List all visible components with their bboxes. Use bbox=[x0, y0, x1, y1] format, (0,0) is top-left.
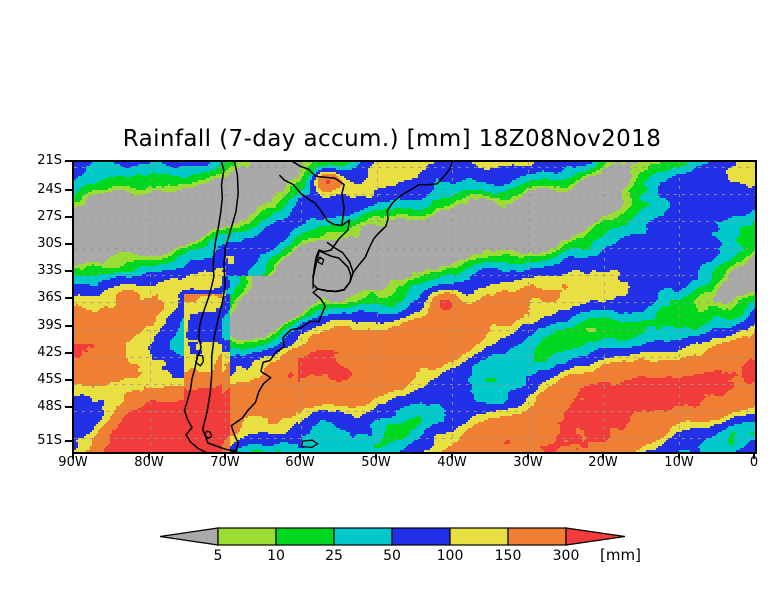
x-axis-label-60w: 60W bbox=[285, 455, 315, 470]
colorbar-band-10-25 bbox=[275, 527, 335, 546]
y-axis-label-24s: 24S bbox=[37, 182, 62, 197]
colorbar-band-25-50 bbox=[333, 527, 393, 546]
colorbar-band-over300 bbox=[565, 527, 625, 546]
y-tick-48s bbox=[65, 406, 72, 408]
x-axis-label-0: 0 bbox=[749, 455, 759, 470]
y-axis-label-30s: 30S bbox=[37, 236, 62, 251]
y-axis-label-42s: 42S bbox=[37, 345, 62, 360]
colorbar-band-5-10 bbox=[217, 527, 277, 546]
y-axis-label-36s: 36S bbox=[37, 290, 62, 305]
colorbar-band-150-300 bbox=[507, 527, 567, 546]
x-axis-label-70w: 70W bbox=[210, 455, 240, 470]
x-axis-label-30w: 30W bbox=[513, 455, 543, 470]
x-axis-label-80w: 80W bbox=[134, 455, 164, 470]
rainfall-heatmap-canvas bbox=[74, 162, 755, 452]
x-tick-50w bbox=[375, 452, 377, 459]
colorbar-tick-150: 150 bbox=[494, 548, 522, 564]
colorbar-tick-10: 10 bbox=[267, 548, 285, 564]
x-axis-label-40w: 40W bbox=[437, 455, 467, 470]
colorbar bbox=[160, 527, 625, 546]
y-tick-21s bbox=[65, 160, 72, 162]
x-tick-60w bbox=[299, 452, 301, 459]
y-axis-label-33s: 33S bbox=[37, 263, 62, 278]
y-tick-33s bbox=[65, 270, 72, 272]
colorbar-tick-25: 25 bbox=[325, 548, 343, 564]
y-tick-42s bbox=[65, 352, 72, 354]
y-axis-label-39s: 39S bbox=[37, 318, 62, 333]
y-tick-39s bbox=[65, 325, 72, 327]
map-plot-area bbox=[72, 160, 757, 454]
y-tick-45s bbox=[65, 379, 72, 381]
colorbar-tick-50: 50 bbox=[383, 548, 401, 564]
x-tick-0 bbox=[753, 452, 755, 459]
y-axis-label-45s: 45S bbox=[37, 372, 62, 387]
x-tick-30w bbox=[527, 452, 529, 459]
x-tick-10w bbox=[678, 452, 680, 459]
colorbar-tick-300: 300 bbox=[552, 548, 580, 564]
x-axis-label-20w: 20W bbox=[588, 455, 618, 470]
y-tick-27s bbox=[65, 216, 72, 218]
x-tick-90w bbox=[72, 452, 74, 459]
page-title: Rainfall (7-day accum.) [mm] 18Z08Nov201… bbox=[122, 126, 662, 152]
x-axis-label-90w: 90W bbox=[58, 455, 88, 470]
x-axis-label-10w: 10W bbox=[664, 455, 694, 470]
x-tick-80w bbox=[148, 452, 150, 459]
x-tick-20w bbox=[602, 452, 604, 459]
colorbar-tick-100: 100 bbox=[436, 548, 464, 564]
y-axis-label-51s: 51S bbox=[37, 433, 62, 448]
y-axis-label-21s: 21S bbox=[37, 153, 62, 168]
colorbar-units-label: [mm] bbox=[600, 546, 641, 564]
y-axis-label-27s: 27S bbox=[37, 209, 62, 224]
y-tick-30s bbox=[65, 243, 72, 245]
colorbar-band-100-150 bbox=[449, 527, 509, 546]
y-tick-51s bbox=[65, 440, 72, 442]
x-tick-70w bbox=[224, 452, 226, 459]
y-tick-24s bbox=[65, 189, 72, 191]
x-axis-label-50w: 50W bbox=[361, 455, 391, 470]
y-tick-36s bbox=[65, 297, 72, 299]
x-tick-40w bbox=[451, 452, 453, 459]
colorbar-band-under5 bbox=[160, 527, 219, 546]
colorbar-band-50-100 bbox=[391, 527, 451, 546]
y-axis-label-48s: 48S bbox=[37, 399, 62, 414]
colorbar-tick-5: 5 bbox=[213, 548, 223, 564]
